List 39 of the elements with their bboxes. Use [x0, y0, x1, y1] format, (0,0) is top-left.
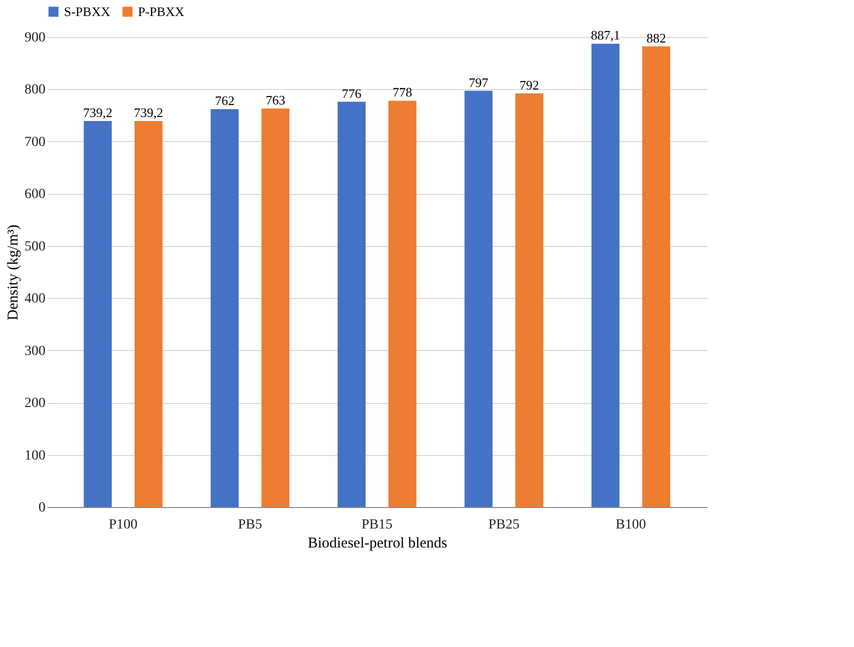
- y-tick-label: 900: [24, 30, 46, 46]
- data-label: 739,2: [83, 104, 112, 120]
- legend-label: S-PBXX: [64, 4, 111, 19]
- y-tick-label: 500: [24, 239, 46, 254]
- data-label: 778: [392, 84, 412, 100]
- y-tick-label: 400: [24, 292, 46, 307]
- x-tick-label: PB25: [488, 518, 520, 532]
- data-label: 739,2: [134, 104, 164, 120]
- y-tick-label: 0: [38, 500, 46, 516]
- bar: [591, 44, 620, 507]
- data-label: 763: [266, 92, 286, 108]
- bar: [515, 93, 544, 507]
- data-label: 762: [214, 93, 234, 108]
- bar: [134, 120, 163, 507]
- y-tick-label: 600: [24, 187, 46, 202]
- data-label: 882: [646, 30, 666, 46]
- legend-label: P-PBXX: [138, 4, 185, 19]
- x-tick-label: PB5: [238, 518, 262, 532]
- data-label: 776: [342, 86, 362, 101]
- y-tick-label: 200: [24, 396, 46, 412]
- bar: [84, 120, 112, 507]
- x-tick-label: PB15: [361, 518, 393, 532]
- bar: [642, 46, 670, 507]
- data-label: 792: [520, 77, 540, 92]
- bar: [388, 100, 416, 507]
- x-axis-title: Biodiesel-petrol blends: [308, 536, 448, 552]
- y-axis-title: Density (kg/m³): [6, 224, 22, 320]
- bar: [210, 109, 239, 507]
- y-tick-label: 300: [24, 344, 46, 359]
- bar: [464, 90, 493, 507]
- bar: [261, 108, 290, 507]
- data-label: 887,1: [590, 28, 620, 43]
- data-label: 797: [468, 74, 489, 90]
- y-tick-label: 100: [24, 448, 46, 464]
- x-tick-label: B100: [616, 518, 646, 532]
- y-tick-label: 700: [24, 134, 46, 150]
- bar: [338, 102, 366, 507]
- x-tick-label: P100: [108, 518, 138, 532]
- y-tick-label: 800: [24, 82, 46, 98]
